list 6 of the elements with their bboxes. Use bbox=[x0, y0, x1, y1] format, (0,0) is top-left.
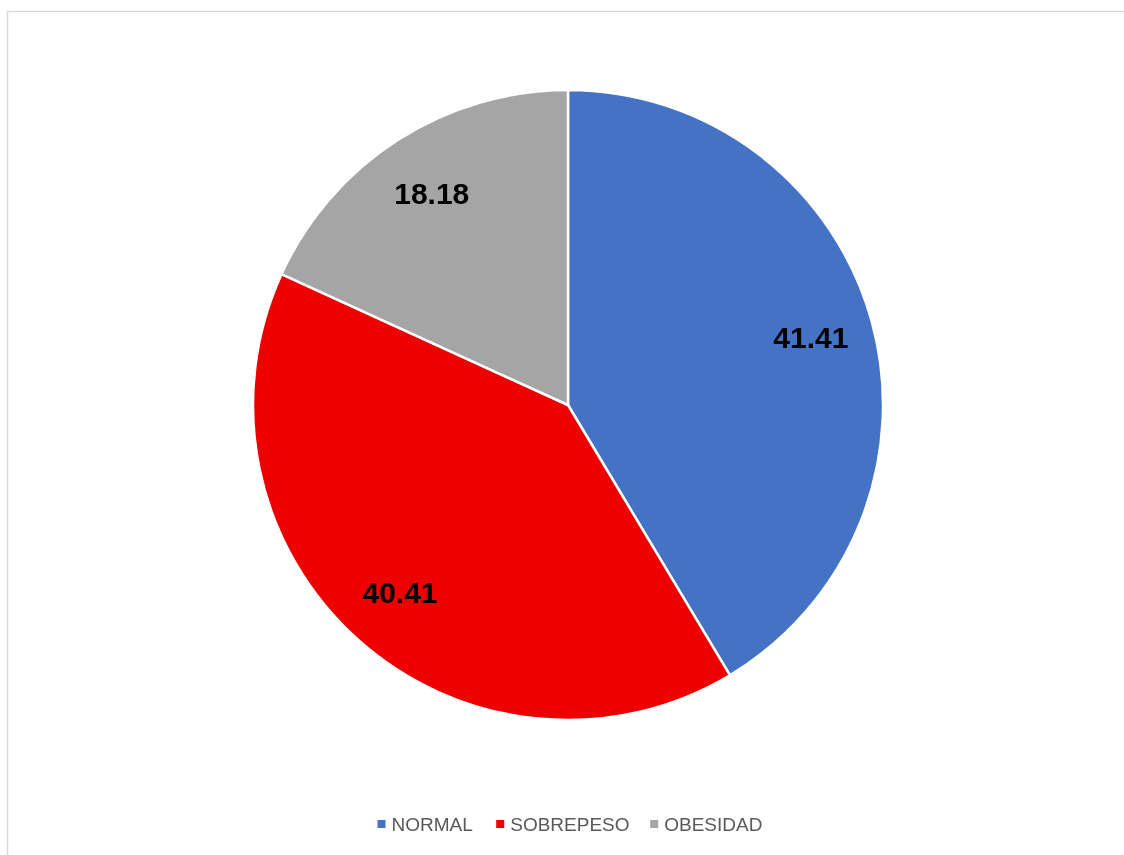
data-label: 40.41 bbox=[362, 576, 438, 610]
legend-label: SOBREPESO bbox=[510, 813, 630, 835]
data-label: 41.41 bbox=[773, 321, 849, 355]
legend-label: NORMAL bbox=[391, 813, 473, 835]
legend-label: OBESIDAD bbox=[664, 813, 763, 835]
data-label: 18.18 bbox=[394, 176, 470, 210]
